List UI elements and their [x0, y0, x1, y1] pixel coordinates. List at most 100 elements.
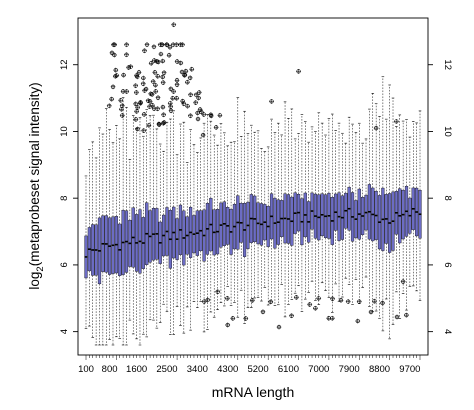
outlier-point [213, 124, 219, 130]
outlier-point [174, 77, 180, 83]
y-axis-title-subscript: 2 [35, 266, 46, 271]
y-axis-title-prefix: log [27, 272, 42, 290]
outlier-point [146, 122, 152, 128]
outlier-point [174, 82, 180, 88]
outlier-point [167, 44, 173, 50]
outlier-point [159, 42, 165, 48]
outlier-point [215, 289, 221, 295]
outlier-point [140, 75, 146, 81]
outlier-point [119, 113, 125, 118]
outlier-point [230, 315, 236, 321]
outlier-point [208, 113, 214, 119]
outlier-point [144, 42, 150, 48]
outlier-point [345, 299, 351, 304]
outlier-point [193, 92, 199, 98]
outlier-point [110, 84, 116, 90]
outlier-point [249, 297, 255, 303]
outlier-point [174, 59, 180, 64]
outliers-layer [106, 22, 409, 330]
outlier-point [372, 298, 377, 304]
outlier-point [400, 279, 406, 284]
outlier-point [393, 119, 399, 124]
outlier-point [196, 90, 202, 95]
x-tick-label: 7000 [308, 364, 329, 375]
x-tick-label: 5200 [247, 364, 268, 375]
outlier-point [160, 104, 166, 110]
y-tick-label-right: 10 [442, 126, 453, 137]
axes-layer: 4 4 6 6 8 8 10 10 12 12 100 800 1600 2500 3400 4300 5200… [59, 59, 453, 375]
outlier-point [150, 79, 156, 84]
outlier-point [171, 22, 177, 28]
outlier-point [338, 297, 344, 303]
outlier-point [156, 122, 162, 128]
outlier-point [138, 99, 143, 105]
outlier-point [289, 313, 294, 319]
outlier-point [394, 314, 400, 320]
outlier-point [147, 104, 152, 109]
outlier-point [153, 89, 159, 94]
outlier-point [112, 73, 118, 79]
outlier-point [145, 98, 151, 104]
outlier-point [225, 322, 231, 328]
outlier-point [201, 299, 207, 304]
outlier-point [185, 103, 190, 109]
outlier-point [133, 101, 139, 107]
outlier-point [151, 44, 157, 50]
outlier-point [140, 81, 146, 87]
x-tick-label: 2500 [156, 364, 177, 375]
outlier-point [106, 103, 112, 109]
outlier-point [111, 52, 117, 58]
x-tick-label: 3400 [187, 364, 208, 375]
outlier-point [121, 72, 126, 78]
outlier-point [180, 98, 186, 104]
outlier-point [373, 125, 379, 131]
outlier-point [260, 309, 266, 315]
outlier-point [113, 67, 119, 73]
x-tick-label: 100 [78, 364, 94, 375]
x-tick-label: 800 [102, 364, 118, 375]
outlier-point [164, 42, 170, 48]
outlier-point [403, 312, 409, 318]
outlier-point [133, 90, 139, 95]
outlier-point [109, 96, 115, 102]
outlier-point [141, 128, 147, 133]
outlier-point [118, 97, 124, 103]
outlier-point [142, 48, 147, 54]
outlier-point [133, 116, 139, 122]
outlier-point [180, 42, 185, 48]
outlier-point [293, 294, 299, 300]
y-tick-label-left: 4 [59, 329, 70, 334]
outlier-point [181, 101, 187, 107]
outlier-point [111, 42, 116, 48]
outlier-point [136, 69, 142, 75]
outlier-point [326, 315, 332, 321]
outlier-point [296, 68, 301, 74]
outlier-point [184, 79, 190, 85]
outlier-point [148, 60, 154, 66]
outlier-point [178, 60, 184, 66]
outlier-point [188, 113, 193, 119]
y-tick-label-right: 4 [442, 329, 453, 334]
y-tick-label-right: 8 [442, 196, 453, 201]
outlier-point [160, 74, 166, 80]
y-tick-label-left: 8 [59, 196, 70, 201]
outlier-point [205, 297, 211, 303]
outlier-point [133, 83, 139, 89]
outlier-point [134, 74, 140, 80]
outlier-point [160, 58, 166, 64]
outlier-point [128, 64, 134, 70]
x-axis-title: mRNA length [212, 384, 294, 400]
outlier-point [119, 103, 125, 109]
outlier-point [269, 99, 274, 104]
outlier-point [356, 299, 362, 305]
outlier-point [198, 109, 204, 115]
outlier-point [330, 296, 335, 302]
outlier-point [152, 69, 158, 75]
outlier-point [126, 65, 132, 70]
x-tick-label: 1600 [126, 364, 147, 375]
outlier-point [197, 107, 203, 112]
x-tick-label: 8800 [369, 364, 390, 375]
outlier-point [276, 324, 282, 330]
outlier-point [124, 52, 129, 58]
